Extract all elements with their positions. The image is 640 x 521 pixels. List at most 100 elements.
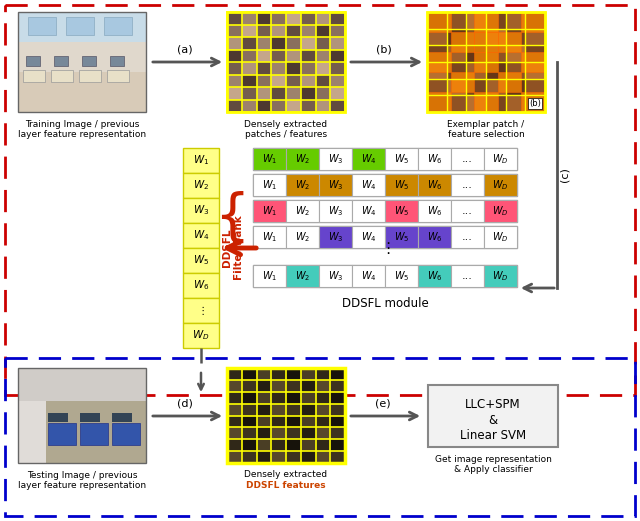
Bar bbox=[484, 265, 517, 287]
Bar bbox=[316, 404, 330, 416]
Bar bbox=[418, 148, 451, 170]
Text: $W_4$: $W_4$ bbox=[361, 152, 376, 166]
Text: (a): (a) bbox=[177, 44, 193, 54]
Bar bbox=[18, 368, 146, 463]
Bar bbox=[112, 423, 140, 445]
Bar bbox=[18, 12, 146, 112]
Bar bbox=[319, 174, 352, 196]
Text: $W_5$: $W_5$ bbox=[394, 178, 409, 192]
Bar bbox=[427, 12, 447, 29]
Bar bbox=[253, 148, 286, 170]
Bar bbox=[316, 427, 330, 439]
Text: DDSFL module: DDSFL module bbox=[342, 297, 428, 310]
Bar bbox=[80, 413, 100, 422]
Bar bbox=[257, 87, 271, 100]
Bar bbox=[271, 87, 286, 100]
Bar bbox=[316, 380, 330, 392]
Bar bbox=[183, 323, 219, 348]
Bar bbox=[82, 56, 96, 66]
Bar bbox=[352, 148, 385, 170]
Bar bbox=[451, 148, 484, 170]
Text: $W_6$: $W_6$ bbox=[427, 230, 442, 244]
Bar bbox=[330, 439, 345, 451]
Text: $W_3$: $W_3$ bbox=[193, 204, 209, 217]
Bar bbox=[352, 226, 385, 248]
Bar bbox=[227, 368, 345, 463]
Bar bbox=[525, 29, 545, 45]
Bar bbox=[286, 380, 301, 392]
Bar bbox=[5, 358, 635, 516]
Bar bbox=[54, 56, 68, 66]
Bar bbox=[48, 423, 76, 445]
Text: $W_1$: $W_1$ bbox=[262, 269, 277, 283]
Bar bbox=[227, 404, 242, 416]
Bar bbox=[428, 385, 558, 447]
Text: (e): (e) bbox=[375, 398, 391, 408]
Text: ...: ... bbox=[462, 180, 473, 190]
Bar bbox=[301, 37, 316, 49]
Text: Densely extracted
patches / features: Densely extracted patches / features bbox=[244, 120, 328, 140]
Bar bbox=[330, 451, 345, 463]
Bar bbox=[319, 226, 352, 248]
Bar bbox=[257, 451, 271, 463]
Bar bbox=[316, 12, 330, 24]
Text: $W_D$: $W_D$ bbox=[492, 152, 509, 166]
Bar bbox=[242, 24, 257, 37]
Bar bbox=[486, 45, 506, 62]
Bar bbox=[427, 52, 451, 72]
Bar bbox=[484, 226, 517, 248]
Bar bbox=[253, 148, 517, 170]
Bar bbox=[316, 439, 330, 451]
Bar bbox=[18, 42, 146, 72]
Text: $W_4$: $W_4$ bbox=[361, 204, 376, 218]
Bar bbox=[271, 62, 286, 75]
Bar bbox=[253, 226, 286, 248]
Bar bbox=[301, 404, 316, 416]
Text: $W_4$: $W_4$ bbox=[361, 230, 376, 244]
Bar bbox=[253, 200, 286, 222]
Bar bbox=[427, 62, 447, 79]
Bar bbox=[18, 368, 146, 401]
Bar bbox=[227, 427, 242, 439]
Bar bbox=[467, 95, 486, 112]
Bar bbox=[316, 75, 330, 87]
Bar bbox=[271, 37, 286, 49]
Bar bbox=[427, 45, 447, 62]
Bar bbox=[486, 79, 506, 95]
Bar bbox=[451, 200, 484, 222]
Bar bbox=[253, 174, 286, 196]
Bar bbox=[316, 62, 330, 75]
Text: $W_5$: $W_5$ bbox=[394, 152, 409, 166]
Text: Training Image / previous
layer feature representation: Training Image / previous layer feature … bbox=[18, 120, 146, 140]
Bar bbox=[257, 416, 271, 427]
Text: $W_6$: $W_6$ bbox=[427, 204, 442, 218]
Bar bbox=[301, 87, 316, 100]
Bar bbox=[253, 226, 517, 248]
Text: $W_2$: $W_2$ bbox=[295, 152, 310, 166]
Bar bbox=[447, 95, 467, 112]
Bar bbox=[286, 148, 319, 170]
Bar bbox=[330, 404, 345, 416]
Bar bbox=[257, 24, 271, 37]
Text: $W_3$: $W_3$ bbox=[328, 152, 343, 166]
Text: $W_1$: $W_1$ bbox=[262, 178, 277, 192]
Bar bbox=[227, 439, 242, 451]
Bar bbox=[506, 62, 525, 79]
Bar bbox=[352, 174, 385, 196]
Bar bbox=[183, 173, 219, 198]
Bar bbox=[257, 75, 271, 87]
Bar bbox=[286, 427, 301, 439]
Text: Linear SVM: Linear SVM bbox=[460, 429, 526, 442]
Bar bbox=[18, 12, 146, 42]
Bar bbox=[227, 87, 242, 100]
Bar bbox=[506, 95, 525, 112]
Bar bbox=[183, 223, 219, 248]
Bar bbox=[316, 451, 330, 463]
Bar bbox=[18, 368, 46, 463]
Bar bbox=[451, 174, 484, 196]
Bar bbox=[242, 368, 257, 380]
Bar bbox=[257, 439, 271, 451]
Bar bbox=[286, 24, 301, 37]
Bar bbox=[447, 79, 467, 95]
Text: $W_6$: $W_6$ bbox=[427, 269, 442, 283]
